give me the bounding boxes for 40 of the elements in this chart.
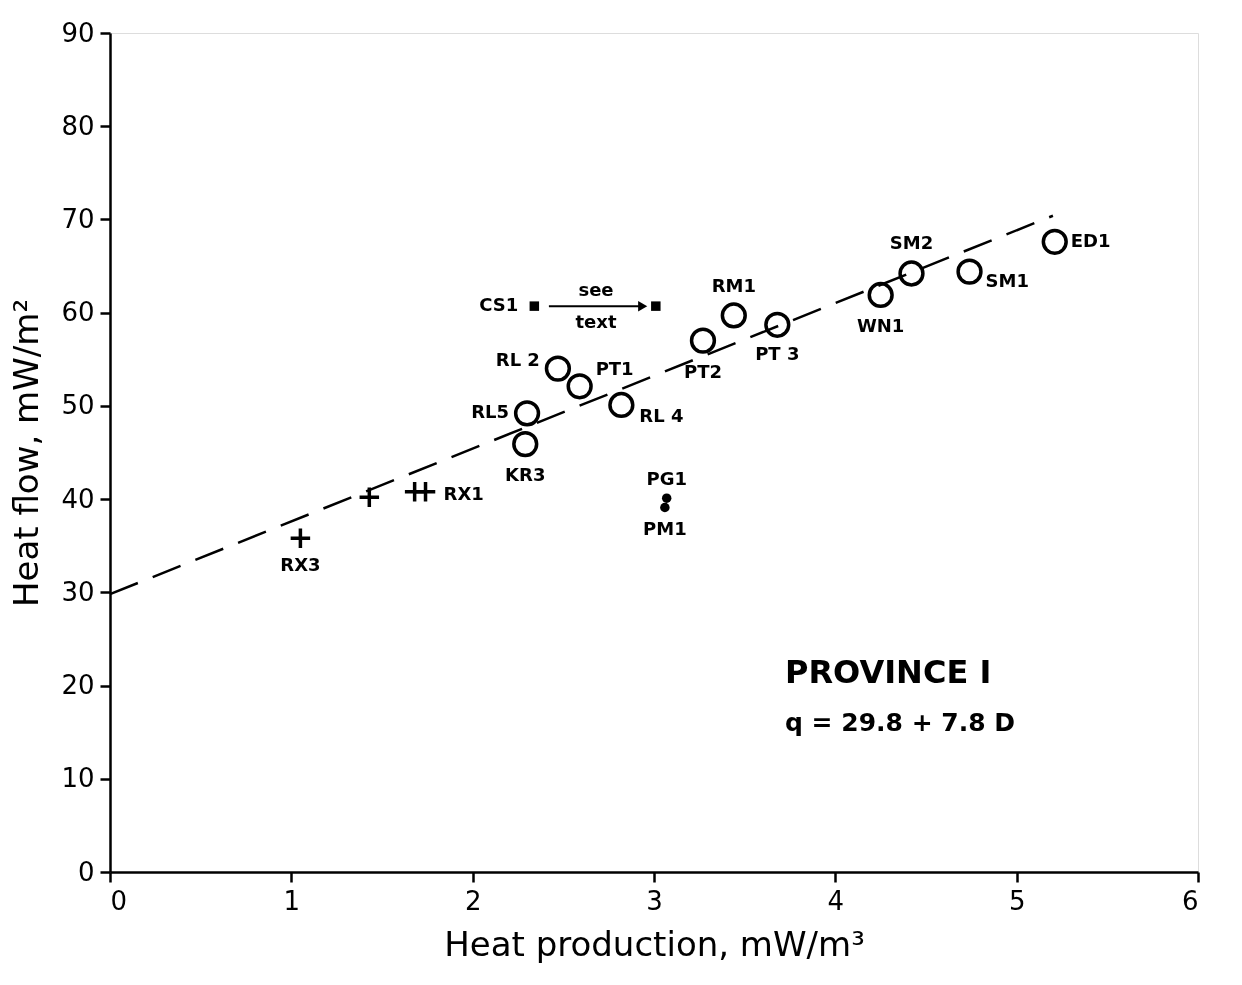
- x-tick-label: 5: [1008, 885, 1026, 916]
- annotation: see: [578, 279, 614, 300]
- annotation: WN1: [856, 314, 905, 336]
- y-tick-label: 50: [61, 390, 95, 421]
- y-tick-label: 20: [61, 670, 95, 701]
- x-tick-label: 1: [283, 885, 301, 916]
- annotation: PT2: [683, 360, 722, 382]
- annotation: RL 2: [495, 348, 540, 370]
- y-tick-label: 80: [61, 110, 95, 141]
- annotation: RX3: [280, 554, 321, 576]
- annotation: PT 3: [755, 342, 800, 364]
- annotation: SM2: [889, 231, 934, 253]
- annotation: SM1: [985, 269, 1029, 291]
- annotation: KR3: [505, 464, 546, 486]
- annotation: RM1: [711, 275, 756, 297]
- y-axis-title: Heat flow, mW/m²: [6, 298, 47, 608]
- x-tick-label: 2: [464, 885, 482, 916]
- annotation: text: [575, 311, 617, 332]
- x-tick-label: 0: [110, 885, 128, 916]
- annotation: RX1: [443, 482, 484, 504]
- x-tick-label: 3: [646, 885, 663, 916]
- x-tick-label: 4: [827, 885, 845, 916]
- annotation: ED1: [1070, 229, 1111, 251]
- y-tick-label: 40: [61, 483, 95, 514]
- x-axis-title: Heat production, mW/m³: [444, 923, 865, 964]
- annotation: PG1: [646, 468, 687, 490]
- y-tick-label: 70: [61, 203, 95, 234]
- annotation: PT1: [595, 358, 634, 380]
- y-tick-label: 60: [61, 297, 95, 328]
- y-tick-label: 0: [77, 856, 95, 887]
- annotation: PM1: [643, 517, 687, 539]
- x-tick-label: 6: [1181, 885, 1199, 916]
- annotation: q = 29.8 + 7.8 D: [785, 708, 1016, 737]
- annotation: PROVINCE I: [785, 653, 992, 691]
- annotation: RL 4: [639, 404, 684, 426]
- y-tick-label: 30: [61, 576, 95, 607]
- annotation: RL5: [471, 401, 510, 423]
- annotation: CS1: [479, 294, 519, 316]
- y-tick-label: 90: [61, 17, 95, 48]
- y-tick-label: 10: [61, 763, 95, 794]
